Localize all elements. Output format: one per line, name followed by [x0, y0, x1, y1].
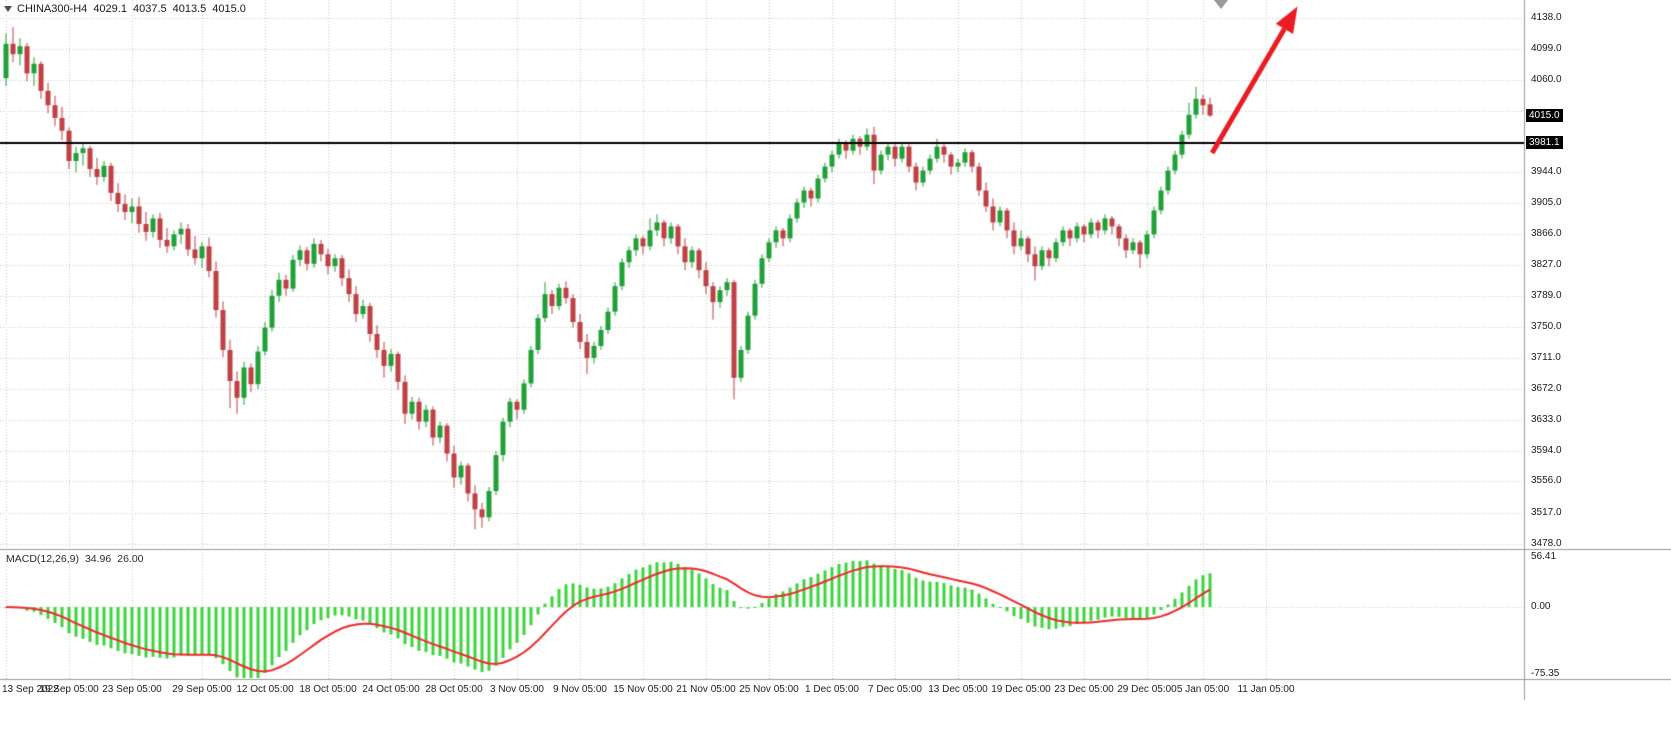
time-axis-label: 28 Oct 05:00 — [425, 684, 483, 695]
time-axis-label: 18 Oct 05:00 — [299, 684, 357, 695]
quote-low-value: 4013.5 — [172, 3, 207, 15]
time-axis-label: 25 Nov 05:00 — [739, 684, 799, 695]
price-axis-label: 3556.0 — [1531, 475, 1562, 487]
time-axis-label: 13 Dec 05:00 — [928, 684, 988, 695]
time-axis-label: 29 Dec 05:00 — [1117, 684, 1177, 695]
macd-scale-zero-label: 0.00 — [1531, 601, 1551, 613]
price-axis-label: 3750.0 — [1531, 320, 1562, 332]
time-axis-label: 21 Nov 05:00 — [676, 684, 736, 695]
indicator-signal-value: 26.00 — [117, 553, 144, 565]
price-axis-label: 3789.0 — [1531, 289, 1562, 301]
quote-close-value: 4015.0 — [212, 3, 246, 15]
time-axis-label: 7 Dec 05:00 — [868, 684, 922, 695]
time-axis-label: 11 Jan 05:00 — [1237, 684, 1295, 695]
time-axis-label: 23 Dec 05:00 — [1054, 684, 1114, 695]
quote-high-value: 4037.5 — [132, 3, 167, 15]
price-axis-label: 3905.0 — [1531, 197, 1562, 209]
time-axis-label: 3 Nov 05:00 — [490, 684, 544, 695]
time-axis-label: 23 Sep 05:00 — [102, 684, 162, 695]
current-price-box: 4015.0 — [1526, 109, 1563, 123]
chart-shift-marker-icon[interactable] — [1214, 0, 1228, 9]
price-axis-label: 4138.0 — [1531, 11, 1562, 23]
time-axis-label: 5 Jan 05:00 — [1176, 684, 1230, 695]
symbol-dropdown-icon[interactable] — [4, 6, 12, 12]
time-axis-label: 1 Dec 05:00 — [805, 684, 859, 695]
time-axis-label: 19 Sep 05:00 — [39, 684, 99, 695]
time-axis-label: 15 Nov 05:00 — [613, 684, 673, 695]
macd-scale-max-label: 56.41 — [1531, 551, 1557, 562]
price-axis-label: 3517.0 — [1531, 506, 1562, 518]
symbol-period-label: CHINA300-H4 — [17, 3, 88, 15]
price-axis-label: 3672.0 — [1531, 382, 1562, 394]
time-axis-label: 13 Sep 2022 — [2, 684, 59, 695]
time-axis-label: 24 Oct 05:00 — [362, 684, 420, 695]
chart-quote-line: CHINA300-H4 4029.1 4037.5 4013.5 4015.0 — [17, 3, 246, 15]
price-axis-label: 3866.0 — [1531, 228, 1562, 240]
price-axis-label: 3478.0 — [1531, 537, 1562, 549]
quote-open-value: 4029.1 — [93, 3, 127, 15]
price-axis-label: 4099.0 — [1531, 42, 1562, 54]
time-axis-label: 12 Oct 05:00 — [236, 684, 294, 695]
hline-price-box: 3981.1 — [1526, 136, 1563, 150]
price-axis-label: 3944.0 — [1531, 166, 1562, 178]
hline-price-box-label: 3981.1 — [1529, 137, 1560, 149]
price-axis-label: 4060.0 — [1531, 73, 1562, 85]
time-axis-label: 9 Nov 05:00 — [553, 684, 607, 695]
time-axis-label: 19 Dec 05:00 — [991, 684, 1051, 695]
current-price-box-label: 4015.0 — [1529, 110, 1560, 122]
price-axis-label: 3633.0 — [1531, 414, 1562, 426]
price-axis-label: 3711.0 — [1531, 351, 1561, 363]
price-axis-label: 3827.0 — [1531, 259, 1562, 271]
indicator-name: MACD(12,26,9) — [6, 553, 79, 565]
price-axis-label: 3594.0 — [1531, 445, 1562, 457]
time-axis-label: 29 Sep 05:00 — [172, 684, 232, 695]
indicator-main-value: 34.96 — [84, 553, 112, 565]
indicator-label: MACD(12,26,9) 34.96 26.00 — [6, 553, 144, 565]
macd-scale-min-label: -75.35 — [1531, 668, 1560, 679]
